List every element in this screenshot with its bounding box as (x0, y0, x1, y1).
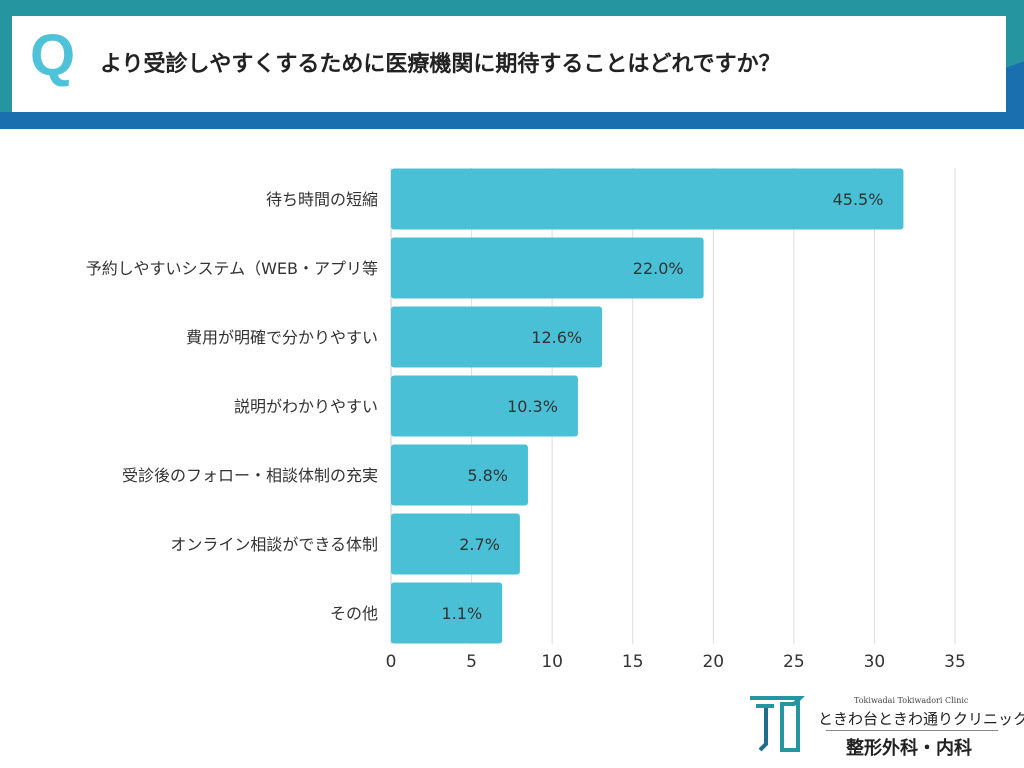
x-tick-label: 35 (944, 652, 966, 672)
category-label: 費用が明確で分かりやすい (186, 328, 378, 347)
x-tick-label: 25 (783, 652, 805, 672)
data-label: 2.7% (459, 535, 500, 554)
x-tick-label: 20 (702, 652, 724, 672)
clinic-logo: Tokiwadai Tokiwadori Clinic ときわ台ときわ通りクリニ… (746, 692, 1024, 762)
data-label: 22.0% (633, 259, 684, 278)
x-tick-label: 10 (541, 652, 563, 672)
bar (391, 306, 603, 368)
x-tick-label: 5 (466, 652, 477, 672)
bar (391, 168, 904, 230)
logo-divider (826, 730, 998, 731)
header-band-left (0, 0, 12, 128)
logo-mark-icon (750, 696, 805, 752)
q-mark: Q (30, 23, 76, 88)
bar (391, 582, 503, 644)
category-label: 予約しやすいシステム（WEB・アプリ等 (86, 259, 378, 278)
bar (391, 444, 528, 506)
header-band-top (0, 0, 1024, 16)
data-label: 5.8% (467, 466, 508, 485)
bar (391, 513, 520, 575)
data-label: 10.3% (507, 397, 558, 416)
header-band-bottom (0, 112, 1024, 129)
x-tick-label: 0 (386, 652, 397, 672)
header-band-right (1006, 0, 1024, 129)
x-tick-label: 30 (864, 652, 886, 672)
chart-title: より受診しやすくするために医療機関に期待することはどれですか？ (100, 52, 781, 77)
data-label: 1.1% (442, 604, 483, 623)
category-label: オンライン相談ができる体制 (170, 535, 378, 554)
header-box (12, 16, 1006, 112)
data-label: 12.6% (531, 328, 582, 347)
logo-department: 整形外科・内科 (846, 738, 972, 759)
bar (391, 375, 578, 437)
category-label: 受診後のフォロー・相談体制の充実 (122, 466, 378, 485)
bar (391, 237, 704, 299)
category-label: その他 (330, 604, 378, 623)
data-label: 45.5% (833, 190, 884, 209)
x-tick-label: 15 (622, 652, 644, 672)
category-label: 待ち時間の短縮 (266, 190, 378, 209)
logo-english: Tokiwadai Tokiwadori Clinic (854, 696, 969, 705)
logo-japanese: ときわ台ときわ通りクリニック (818, 710, 1024, 728)
category-label: 説明がわかりやすい (234, 397, 378, 416)
